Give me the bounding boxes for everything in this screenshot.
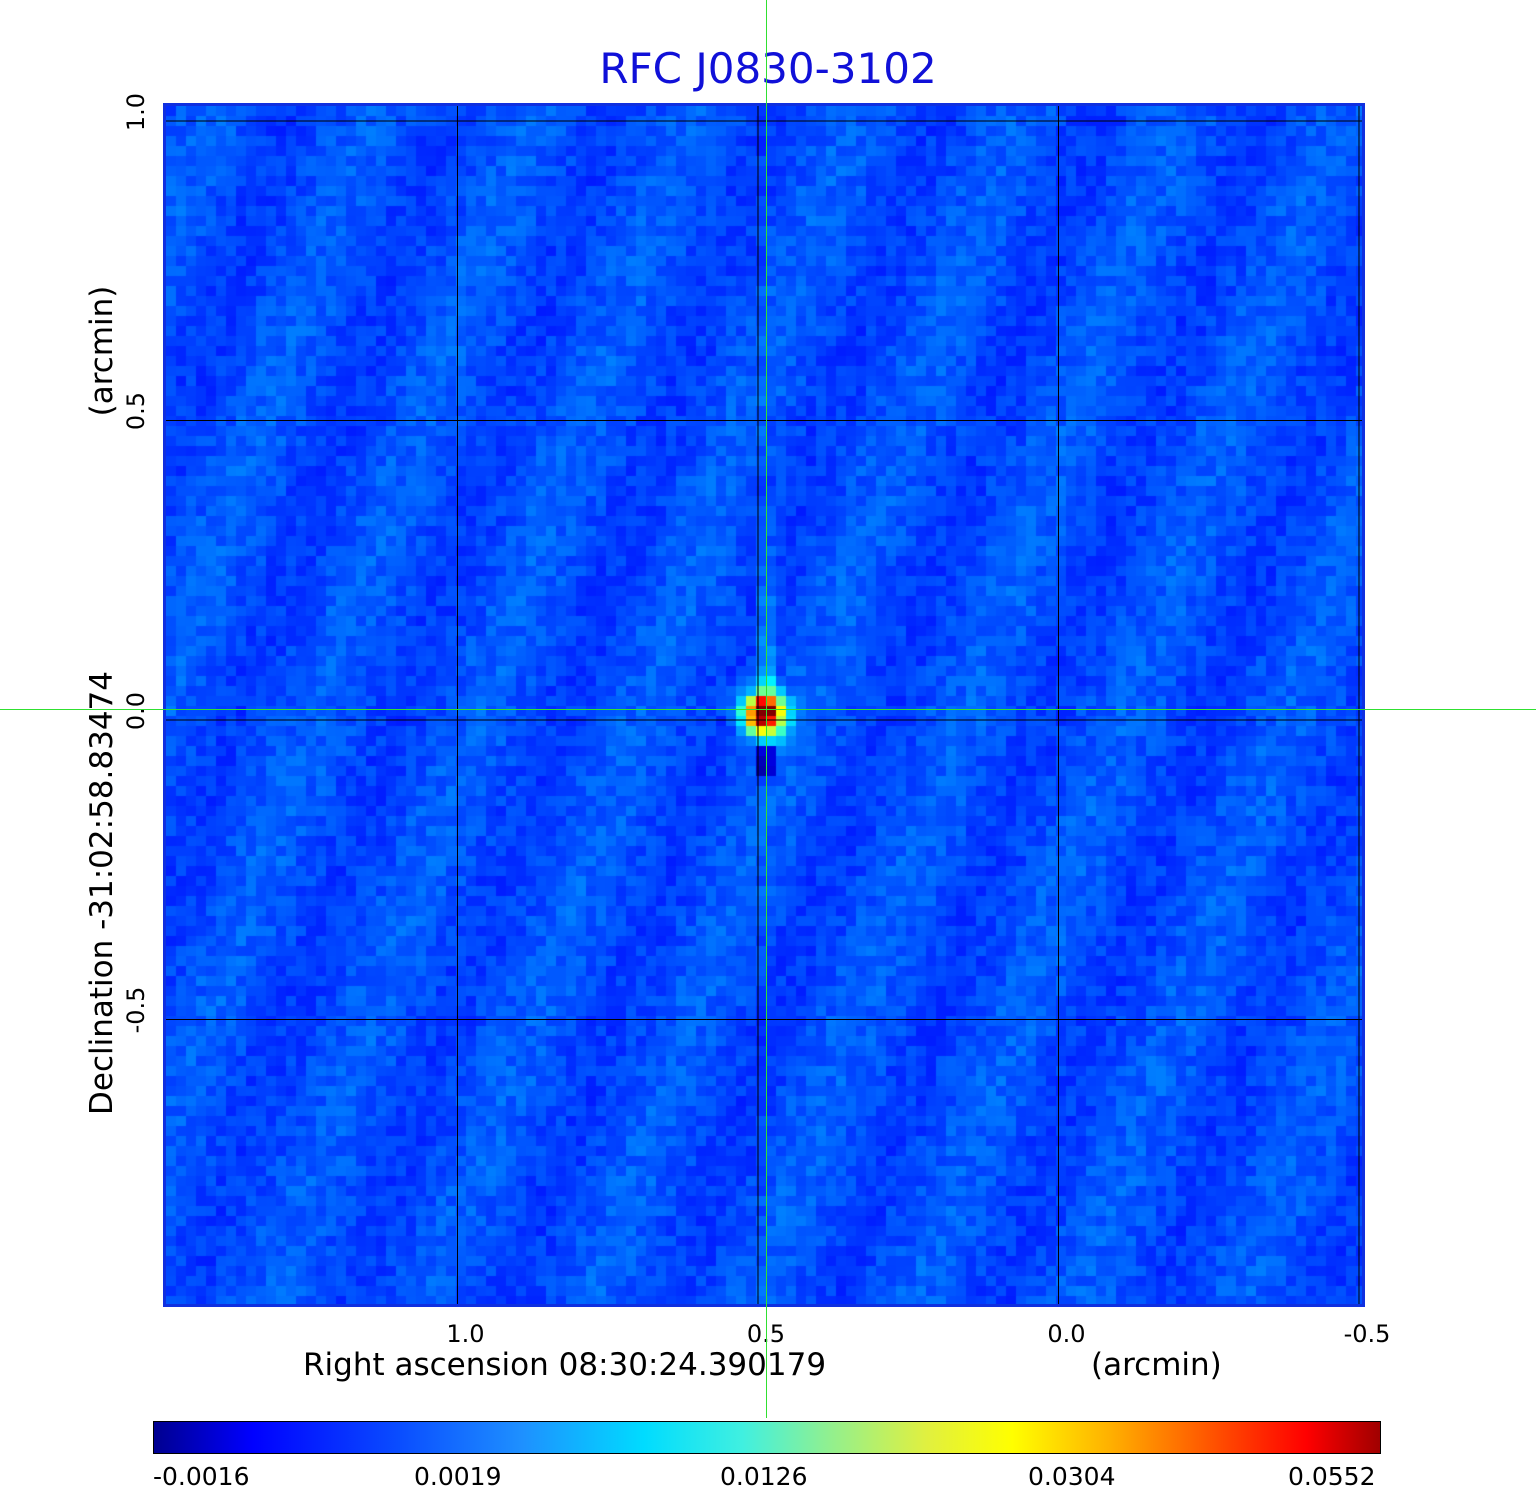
- x-axis-label: Right ascension 08:30:24.390179: [303, 1347, 827, 1383]
- y-tick-label: 1.0: [122, 92, 150, 132]
- y-tick-label: 0.5: [122, 392, 150, 431]
- y-axis-unit: (arcmin): [84, 285, 120, 417]
- chart-title: RFC J0830-3102: [599, 44, 937, 93]
- x-tick-label: 1.0: [446, 1320, 485, 1348]
- colorbar-tick-label: 0.0126: [720, 1462, 808, 1491]
- intensity-map: [166, 106, 1362, 1304]
- x-tick-label: 0.5: [746, 1320, 786, 1348]
- colorbar-tick-label: 0.0019: [414, 1462, 502, 1491]
- colorbar: [153, 1421, 1381, 1454]
- x-tick-label: 0.0: [1047, 1320, 1086, 1348]
- colorbar-tick-label: 0.0304: [1028, 1462, 1116, 1491]
- y-tick-label: -0.5: [122, 987, 150, 1034]
- x-axis-unit: (arcmin): [1091, 1347, 1222, 1383]
- y-axis-label: Declination -31:02:58.83474: [84, 671, 120, 1115]
- x-tick-label: -0.5: [1343, 1320, 1391, 1348]
- colorbar-tick-label: 0.0552: [1288, 1462, 1376, 1491]
- colorbar-tick-label: -0.0016: [153, 1462, 250, 1491]
- crosshair-horizontal: [0, 709, 1536, 710]
- grid-overlay: [166, 106, 1362, 1304]
- y-tick-label: 0.0: [122, 691, 150, 731]
- plot-area: [163, 103, 1365, 1307]
